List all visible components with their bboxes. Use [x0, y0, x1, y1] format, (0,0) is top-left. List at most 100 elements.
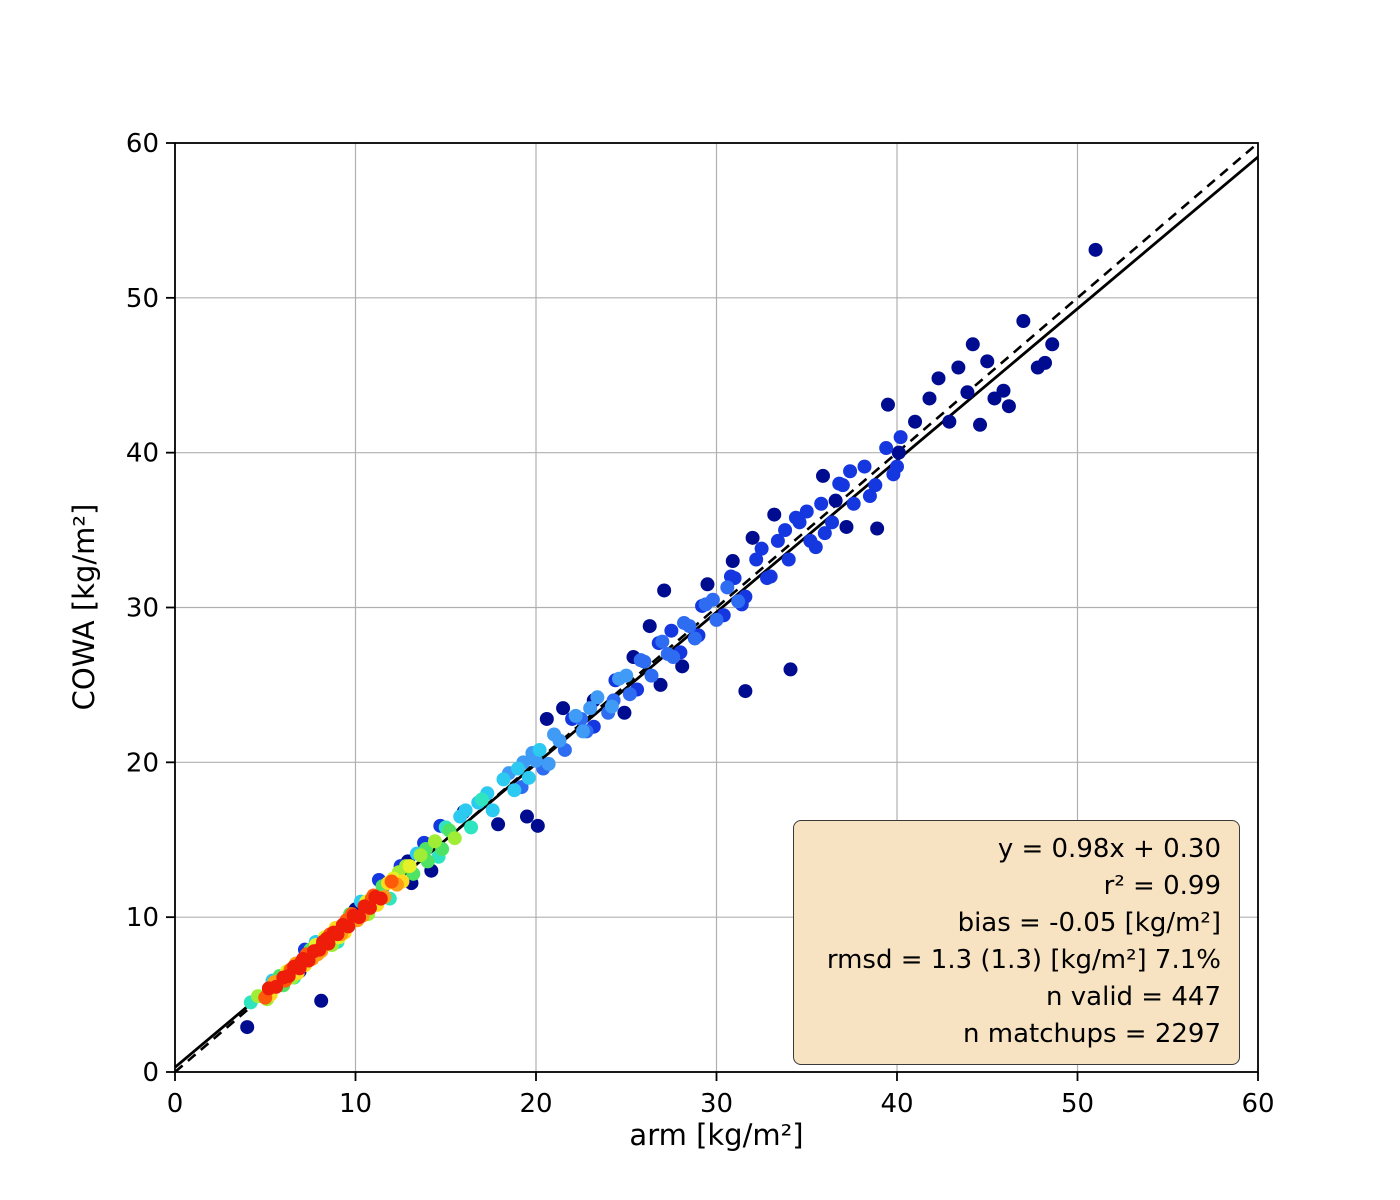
- scatter-point: [541, 756, 556, 771]
- scatter-point: [788, 510, 803, 525]
- scatter-point: [507, 783, 522, 798]
- scatter-point: [880, 397, 895, 412]
- scatter-point: [619, 668, 634, 683]
- scatter-point: [960, 385, 975, 400]
- x-tick-label: 10: [339, 1089, 372, 1119]
- scatter-point: [908, 414, 923, 429]
- scatter-point: [590, 690, 605, 705]
- scatter-point: [723, 569, 738, 584]
- scatter-point: [427, 834, 442, 849]
- scatter-point: [870, 521, 885, 536]
- scatter-point: [942, 414, 957, 429]
- scatter-point: [832, 476, 847, 491]
- scatter-point: [749, 552, 764, 567]
- scatter-point: [767, 507, 782, 522]
- scatter-point: [510, 761, 525, 776]
- scatter-point: [1088, 242, 1103, 257]
- scatter-point: [682, 619, 697, 634]
- scatter-point: [464, 820, 479, 835]
- scatter-point: [879, 441, 894, 456]
- stats-line-n-matchups: n matchups = 2297: [963, 1018, 1221, 1049]
- scatter-point: [530, 818, 545, 833]
- scatter-point: [657, 583, 672, 598]
- scatter-point: [814, 496, 829, 511]
- scatter-point: [496, 772, 511, 787]
- scatter-point: [862, 489, 877, 504]
- scatter-point: [653, 677, 668, 692]
- scatter-point: [781, 552, 796, 567]
- x-tick-label: 40: [880, 1089, 913, 1119]
- scatter-point: [575, 724, 590, 739]
- scatter-point: [604, 699, 619, 714]
- scatter-point: [799, 504, 814, 519]
- scatter-point: [973, 417, 988, 432]
- stats-line-bias: bias = -0.05 [kg/m²]: [957, 907, 1221, 938]
- y-tick-label: 60: [126, 129, 159, 159]
- y-tick-label: 10: [126, 903, 159, 933]
- scatter-point: [240, 1020, 255, 1035]
- scatter-point: [352, 910, 367, 925]
- x-tick-label: 30: [700, 1089, 733, 1119]
- scatter-point: [738, 684, 753, 699]
- scatter-point: [886, 467, 901, 482]
- y-tick-label: 30: [126, 594, 159, 624]
- stats-line-equation: y = 0.98x + 0.30: [997, 834, 1221, 864]
- y-tick-label: 0: [142, 1058, 159, 1088]
- scatter-point: [731, 594, 746, 609]
- scatter-point: [294, 955, 309, 970]
- scatter-point: [931, 371, 946, 386]
- scatter-point: [1001, 399, 1016, 414]
- scatter-point: [485, 803, 500, 818]
- scatter-point: [617, 705, 632, 720]
- scatter-point: [996, 383, 1011, 398]
- scatter-point: [644, 668, 659, 683]
- scatter-point: [373, 891, 388, 906]
- scatter-point: [655, 634, 670, 649]
- scatter-point: [491, 817, 506, 832]
- scatter-point: [384, 874, 399, 889]
- scatter-point: [857, 459, 872, 474]
- scatter-point: [828, 493, 843, 508]
- scatter-point: [474, 792, 489, 807]
- scatter-point: [583, 701, 598, 716]
- scatter-point: [556, 701, 571, 716]
- scatter-point: [770, 533, 785, 548]
- scatter-point: [705, 592, 720, 607]
- scatter-point: [868, 478, 883, 493]
- scatter-point: [402, 859, 417, 874]
- scatter-point: [637, 654, 652, 669]
- scatter-point: [1016, 314, 1031, 329]
- y-tick-label: 50: [126, 284, 159, 314]
- stats-line-n-valid: n valid = 447: [1046, 981, 1221, 1012]
- scatter-point: [815, 468, 830, 483]
- scatter-point: [745, 530, 760, 545]
- y-axis-label: COWA [kg/m²]: [67, 503, 101, 711]
- scatter-point: [660, 646, 675, 661]
- scatter-point: [622, 687, 637, 702]
- x-tick-label: 60: [1241, 1089, 1274, 1119]
- scatter-point: [521, 770, 536, 785]
- y-tick-label: 40: [126, 439, 159, 469]
- scatter-point: [825, 515, 840, 530]
- x-tick-label: 20: [519, 1089, 552, 1119]
- scatter-point: [664, 623, 679, 638]
- scatter-point: [720, 580, 735, 595]
- x-tick-label: 0: [167, 1089, 184, 1119]
- scatter-point: [808, 540, 823, 555]
- scatter-point: [642, 619, 657, 634]
- scatter-point: [700, 577, 715, 592]
- scatter-point: [319, 931, 334, 946]
- scatter-point: [891, 445, 906, 460]
- x-tick-label: 50: [1061, 1089, 1094, 1119]
- scatter-point: [552, 733, 567, 748]
- scatter-point: [922, 391, 937, 406]
- scatter-point: [839, 519, 854, 534]
- scatter-point: [778, 523, 793, 538]
- scatter-point: [529, 753, 543, 768]
- scatter-point: [362, 900, 377, 915]
- scatter-point: [846, 496, 861, 511]
- scatter-point: [532, 742, 547, 757]
- scatter-point: [783, 662, 798, 677]
